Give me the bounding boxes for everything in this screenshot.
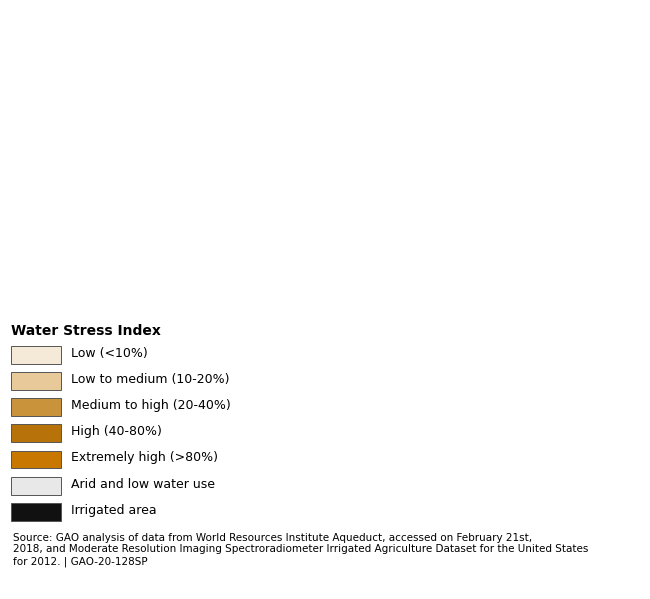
Bar <box>12 398 61 416</box>
Bar <box>12 424 61 442</box>
Text: Low to medium (10-20%): Low to medium (10-20%) <box>70 373 229 386</box>
Text: Arid and low water use: Arid and low water use <box>70 477 214 491</box>
Text: High (40-80%): High (40-80%) <box>70 425 161 438</box>
Text: Irrigated area: Irrigated area <box>70 504 156 517</box>
Bar <box>12 503 61 521</box>
Bar <box>12 372 61 390</box>
Bar <box>12 450 61 468</box>
Bar <box>12 477 61 495</box>
Text: Extremely high (>80%): Extremely high (>80%) <box>70 452 218 464</box>
Text: Water Stress Index: Water Stress Index <box>12 323 161 338</box>
Bar <box>12 346 61 364</box>
Text: Source: GAO analysis of data from World Resources Institute Aqueduct, accessed o: Source: GAO analysis of data from World … <box>13 533 588 567</box>
Text: Low (<10%): Low (<10%) <box>70 347 148 359</box>
Text: Medium to high (20-40%): Medium to high (20-40%) <box>70 399 230 412</box>
